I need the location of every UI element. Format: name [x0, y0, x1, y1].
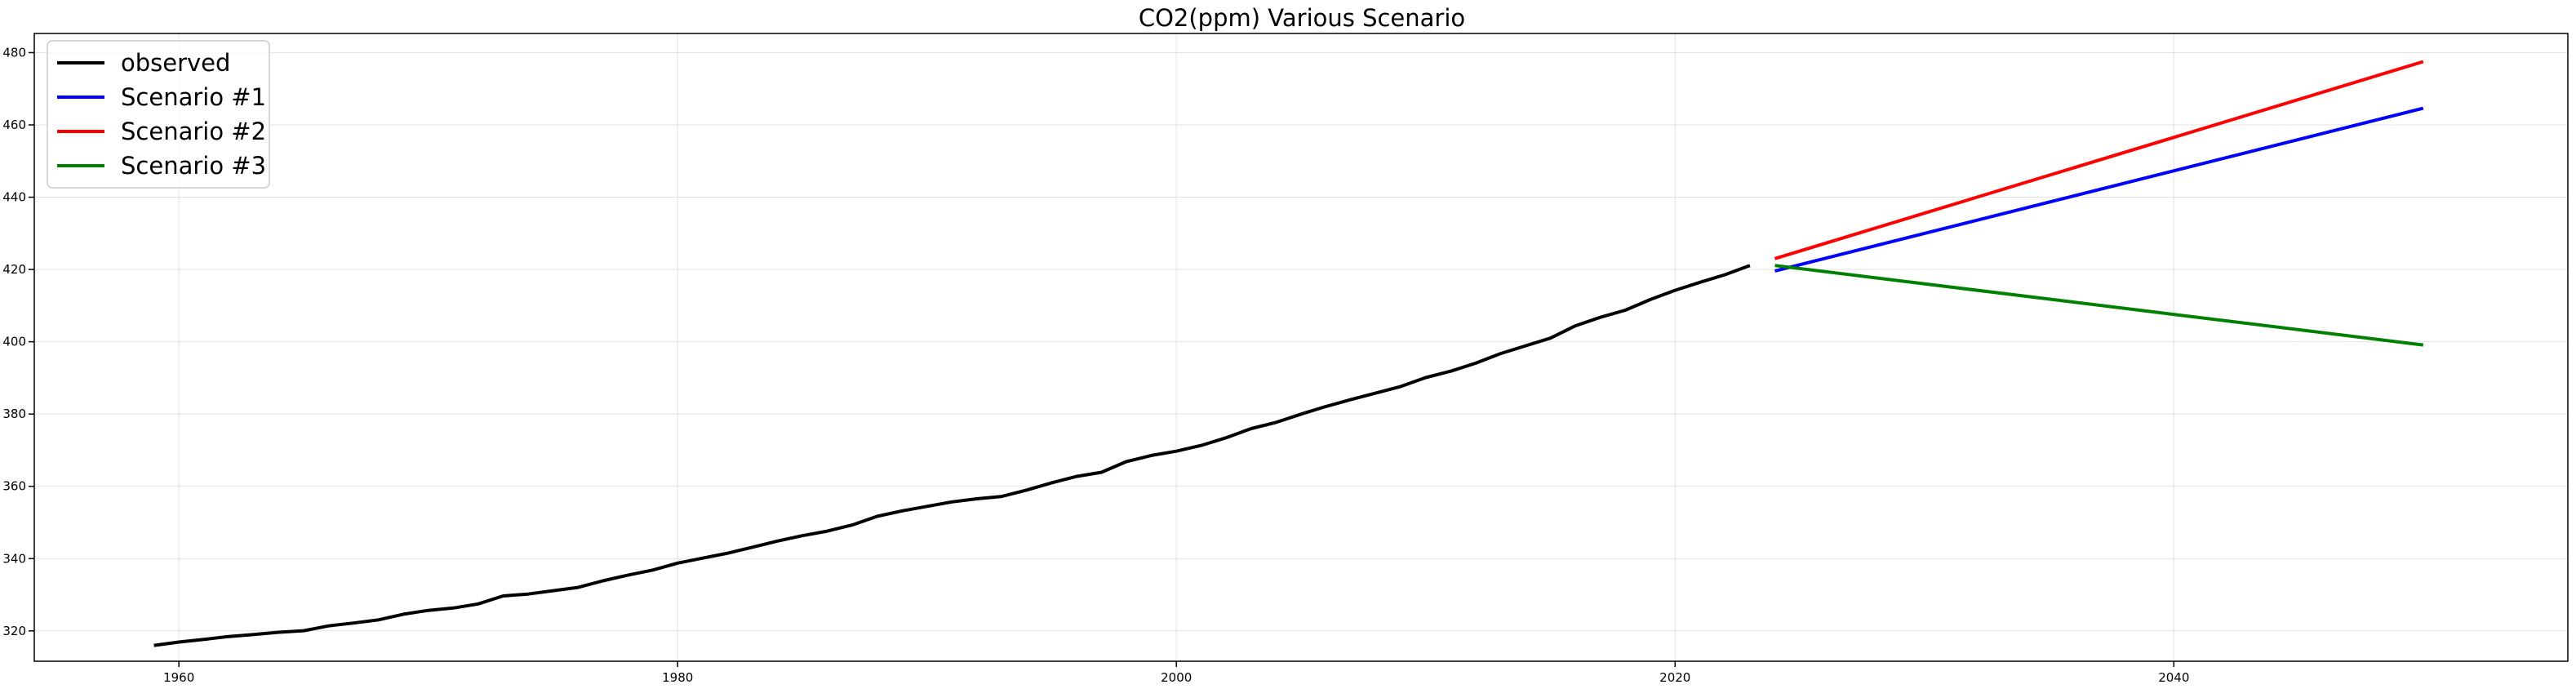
plot-series [153, 60, 2424, 647]
y-tick-label: 480 [2, 45, 26, 60]
grid [34, 33, 2568, 661]
series-line-scenario-3 [1774, 264, 2424, 347]
x-tick-label: 1980 [662, 670, 693, 685]
y-tick-label: 340 [2, 551, 26, 566]
legend-label: Scenario #2 [121, 118, 266, 145]
series-line-scenario-1 [1774, 106, 2424, 273]
x-tick-label: 2040 [2158, 670, 2189, 685]
y-tick-label: 420 [2, 262, 26, 277]
plot-frame [33, 33, 2569, 662]
series-line-scenario-2 [1774, 60, 2424, 260]
x-tick-label: 2020 [1659, 670, 1690, 685]
legend-label: observed [121, 49, 230, 77]
series-line-observed [153, 264, 1751, 647]
legend: observed Scenario #1 Scenario #2 Scenario #… [47, 40, 270, 189]
y-tick-label: 360 [2, 479, 26, 494]
y-tick-label: 440 [2, 190, 26, 205]
y-tick-label: 460 [2, 118, 26, 132]
y-tick-label: 400 [2, 335, 26, 349]
x-tick-label: 2000 [1161, 670, 1192, 685]
x-tick-label: 1960 [163, 670, 194, 685]
legend-box [47, 40, 270, 189]
chart-title: CO2(ppm) Various Scenario [1139, 4, 1465, 32]
y-tick-label: 320 [2, 624, 26, 638]
y-tick-label: 380 [2, 407, 26, 421]
legend-label: Scenario #3 [121, 152, 266, 180]
axis-ticks: 1960 1980 2000 2020 2040 320 340 360 380 400 420 44… [2, 45, 2189, 685]
legend-label: Scenario #1 [121, 83, 266, 111]
